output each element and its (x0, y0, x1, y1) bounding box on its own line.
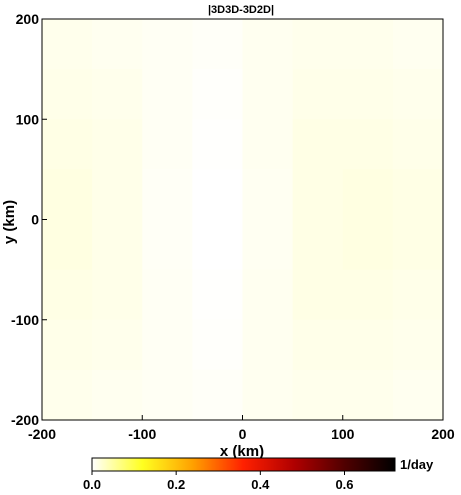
colorbar-tick-label: 0.6 (335, 477, 353, 492)
heatmap-cell (42, 19, 93, 70)
y-axis-title: y (km) (1, 200, 18, 244)
y-tick-label: 200 (16, 11, 40, 27)
y-tick-label: -100 (11, 312, 39, 328)
heatmap-cell (292, 369, 344, 421)
heatmap-cell (192, 369, 244, 421)
heatmap-cell (192, 319, 244, 371)
heatmap-cell (42, 369, 93, 421)
heatmap-cells (42, 19, 444, 421)
heatmap-cell (192, 169, 244, 221)
colorbar-tick-label: 0.4 (251, 477, 270, 492)
heatmap-cell (242, 69, 294, 120)
heatmap-cell (292, 119, 344, 170)
heatmap-cell (292, 69, 344, 120)
colorbar-unit: 1/day (400, 457, 434, 472)
y-tick-label: 100 (16, 111, 40, 127)
y-axis: -200 -100 0 100 200 (11, 11, 47, 428)
heatmap-cell (92, 69, 143, 120)
heatmap-cell (92, 219, 143, 271)
heatmap-cell (392, 169, 444, 221)
heatmap-cell (342, 169, 394, 221)
colorbar-tick-label: 0.2 (167, 477, 185, 492)
heatmap-cell (392, 119, 444, 170)
x-axis-title: x (km) (220, 443, 264, 460)
heatmap-cell (92, 19, 143, 70)
heatmap-cell (242, 219, 294, 271)
heatmap-cell (92, 319, 143, 371)
heatmap-cell (342, 69, 394, 120)
heatmap-cell (342, 219, 394, 271)
x-tick-label: -200 (28, 426, 56, 442)
x-tick-label: 200 (431, 426, 455, 442)
heatmap-cell (42, 219, 93, 271)
heatmap-cell (42, 169, 93, 221)
y-tick-label: -200 (11, 412, 39, 428)
heatmap-cell (342, 19, 394, 70)
colorbar-tick-label: 0.0 (83, 477, 101, 492)
heatmap-cell (142, 369, 193, 421)
heatmap-cell (142, 169, 193, 221)
heatmap-cell (342, 269, 394, 321)
heatmap-cell (292, 19, 344, 70)
heatmap-cell (242, 369, 294, 421)
heatmap-cell (42, 69, 93, 120)
heatmap-cell (392, 319, 444, 371)
heatmap-cell (242, 169, 294, 221)
heatmap-cell (192, 269, 244, 321)
heatmap-cell (242, 19, 294, 70)
heatmap-cell (92, 369, 143, 421)
heatmap-cell (42, 119, 93, 170)
y-tick-label: 0 (31, 212, 39, 228)
heatmap-cell (292, 169, 344, 221)
heatmap-cell (192, 19, 244, 70)
colorbar (91, 457, 396, 472)
heatmap-cell (92, 269, 143, 321)
heatmap-cell (142, 219, 193, 271)
heatmap-cell (42, 269, 93, 321)
heatmap-cell (242, 269, 294, 321)
x-axis: -200 -100 0 100 200 (28, 415, 455, 442)
x-tick-label: -100 (128, 426, 156, 442)
heatmap-cell (392, 219, 444, 271)
heatmap-cell (292, 269, 344, 321)
x-tick-label: 100 (331, 426, 355, 442)
heatmap-cell (142, 119, 193, 170)
heatmap-cell (242, 119, 294, 170)
heatmap-cell (342, 119, 394, 170)
colorbar-ticks: 0.0 0.2 0.4 0.6 (83, 471, 354, 492)
heatmap-cell (392, 369, 444, 421)
heatmap-cell (192, 119, 244, 170)
heatmap-cell (42, 319, 93, 371)
heatmap-cell (292, 219, 344, 271)
heatmap-cell (242, 319, 294, 371)
plot-title: |3D3D-3D2D| (208, 4, 274, 16)
heatmap-cell (142, 19, 193, 70)
heatmap-cell (192, 219, 244, 271)
heatmap-cell (142, 319, 193, 371)
heatmap-cell (342, 319, 394, 371)
heatmap-cell (392, 19, 444, 70)
heatmap-cell (192, 69, 244, 120)
heatmap-cell (142, 269, 193, 321)
heatmap-cell (142, 69, 193, 120)
x-tick-label: 0 (239, 426, 247, 442)
heatmap-cell (342, 369, 394, 421)
heatmap-cell (92, 119, 143, 170)
heatmap-cell (392, 269, 444, 321)
heatmap-cell (92, 169, 143, 221)
heatmap-cell (292, 319, 344, 371)
heatmap-cell (392, 69, 444, 120)
